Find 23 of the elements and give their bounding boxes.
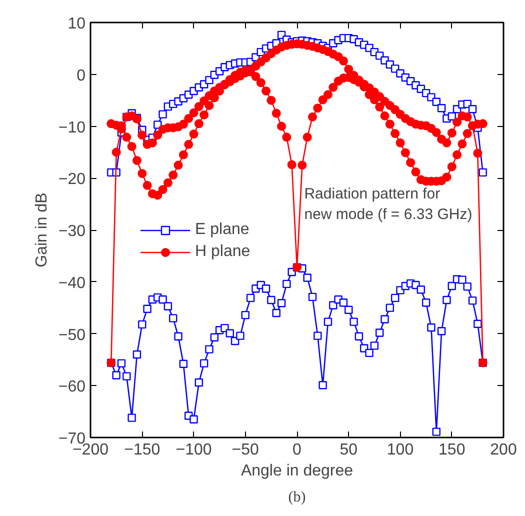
y-tick-label: −30 bbox=[58, 223, 86, 240]
y-tick-label: 10 bbox=[68, 16, 86, 32]
y-tick-label: −10 bbox=[58, 119, 86, 136]
y-tick-label: 0 bbox=[76, 67, 86, 84]
x-tick-label: 150 bbox=[438, 442, 466, 458]
legend-label: E plane bbox=[195, 221, 250, 239]
x-tick-label: 100 bbox=[386, 442, 414, 458]
text: (b) bbox=[288, 490, 306, 506]
x-tick-label: −50 bbox=[232, 442, 260, 458]
x-tick-label: −150 bbox=[124, 442, 160, 458]
x-tick-label: −100 bbox=[176, 442, 212, 458]
x-tick-label: 50 bbox=[340, 442, 358, 458]
x-tick-label: −200 bbox=[72, 442, 109, 458]
y-tick-label: −60 bbox=[58, 378, 86, 396]
y-axis-title: Gain in dB bbox=[33, 192, 50, 268]
legend-label: H plane bbox=[195, 243, 250, 261]
x-tick-label: 200 bbox=[490, 442, 517, 458]
x-axis-title: Angle in degree bbox=[240, 462, 354, 480]
annotation: Radiation pattern for new mode (f = 6.33 GHz) bbox=[304, 185, 472, 223]
y-tick-label: −50 bbox=[58, 326, 86, 344]
y-tick-label: −20 bbox=[58, 171, 86, 188]
y-tick-label: −40 bbox=[58, 274, 86, 292]
x-tick-label: 0 bbox=[292, 442, 302, 458]
